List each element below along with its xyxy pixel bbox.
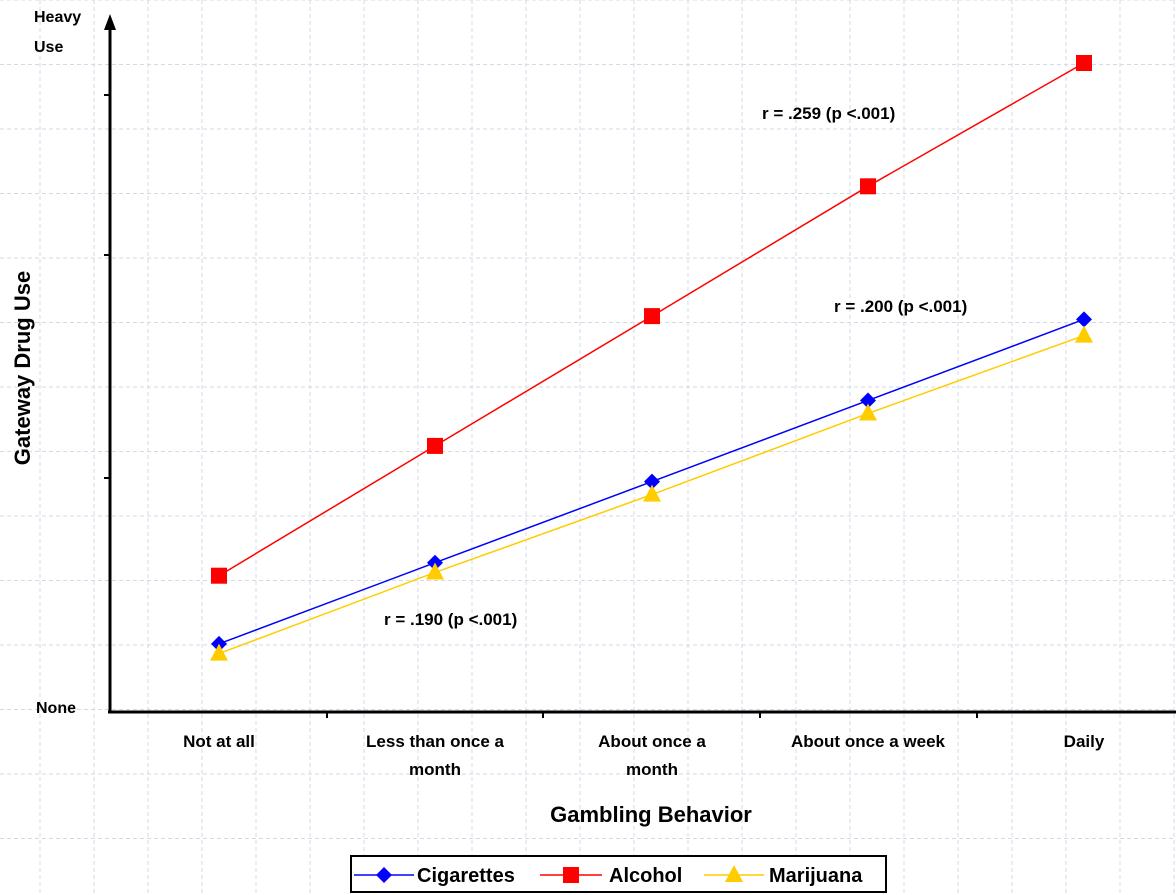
legend-label-cigarettes: Cigarettes <box>417 865 515 887</box>
legend-marker-alcohol <box>563 867 579 883</box>
data-point-marijuana <box>426 562 444 580</box>
x-tick-label: month <box>626 760 678 779</box>
data-point-marijuana <box>210 643 228 661</box>
data-point-alcohol <box>860 178 876 195</box>
x-tick-label: About once a week <box>791 732 946 751</box>
legend: Cigarettes Alcohol Marijuana <box>350 855 887 893</box>
x-tick-label: About once a <box>598 732 706 751</box>
data-point-marijuana <box>1075 325 1093 343</box>
legend-label-alcohol: Alcohol <box>609 865 682 887</box>
legend-items: Cigarettes Alcohol Marijuana <box>354 865 863 887</box>
legend-marker-cigarettes <box>376 867 392 883</box>
y-axis-arrow <box>104 14 116 30</box>
annotation-alcohol: r = .259 (p <.001) <box>762 104 895 123</box>
tick-layer <box>104 94 978 718</box>
y-bottom-label: None <box>36 700 76 717</box>
series-cigarettes <box>211 311 1092 652</box>
data-point-alcohol <box>211 567 227 584</box>
data-point-alcohol <box>427 437 443 454</box>
annotation-cigarettes: r = .200 (p <.001) <box>834 297 967 316</box>
data-point-cigarettes <box>860 392 876 409</box>
series-alcohol <box>211 55 1092 584</box>
y-axis-title: Gateway Drug Use <box>10 271 35 465</box>
data-point-marijuana <box>859 403 877 421</box>
x-tick-label: month <box>409 760 461 779</box>
category-label-layer: Not at all Less than once a month About onc… <box>183 732 1105 779</box>
legend-box <box>350 855 887 893</box>
x-axis-title: Gambling Behavior <box>550 802 752 827</box>
y-top-label-line2: Use <box>34 39 63 56</box>
x-tick-label: Not at all <box>183 732 255 751</box>
legend-label-marijuana: Marijuana <box>769 865 863 887</box>
x-tick-label: Daily <box>1064 732 1105 751</box>
y-top-label-line1: Heavy <box>34 9 81 26</box>
series-marijuana <box>210 325 1093 661</box>
annotation-marijuana: r = .190 (p <.001) <box>384 610 517 629</box>
data-point-marijuana <box>643 484 661 502</box>
data-point-cigarettes <box>644 473 660 490</box>
legend-marker-marijuana <box>725 865 743 882</box>
data-point-alcohol <box>1076 55 1092 71</box>
axis-layer <box>104 14 1176 714</box>
data-point-alcohol <box>644 308 660 325</box>
series-layer <box>210 55 1093 661</box>
x-tick-label: Less than once a <box>366 732 504 751</box>
data-point-cigarettes <box>1076 311 1092 328</box>
